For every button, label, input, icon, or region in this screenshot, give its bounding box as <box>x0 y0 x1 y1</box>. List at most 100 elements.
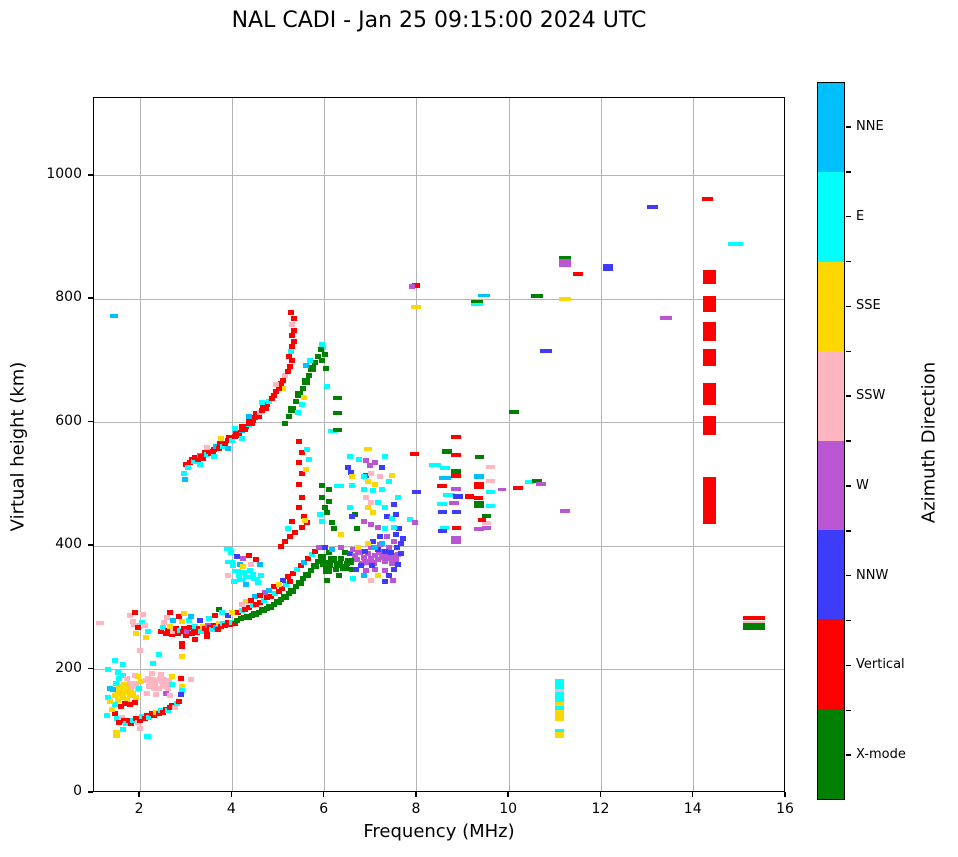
echo-point <box>362 548 369 554</box>
echo-point <box>230 563 237 569</box>
echo-point <box>350 575 357 581</box>
echo-point <box>410 451 420 456</box>
echo-point <box>291 328 298 334</box>
gridline-x-14 <box>693 98 695 791</box>
colorbar-segment-sse <box>818 261 844 352</box>
echo-point <box>400 536 407 542</box>
echo-point <box>161 619 168 625</box>
colorbar-label-w: W <box>856 477 869 493</box>
echo-point <box>411 520 418 526</box>
echo-point <box>168 632 175 638</box>
echo-point <box>237 616 244 622</box>
echo-point <box>178 683 185 689</box>
echo-point <box>268 593 275 599</box>
echo-point <box>333 483 344 488</box>
echo-point <box>107 685 114 691</box>
colorbar-center-tick <box>846 574 851 577</box>
echo-point <box>524 479 535 484</box>
echo-point <box>379 554 386 560</box>
echo-point <box>146 684 153 690</box>
echo-point <box>393 544 400 550</box>
echo-point <box>317 511 324 517</box>
echo-point <box>555 701 565 707</box>
echo-point <box>164 627 171 633</box>
x-tick-label: 4 <box>226 801 236 817</box>
echo-point <box>351 552 358 558</box>
echo-point <box>187 613 194 619</box>
echo-point <box>131 699 138 705</box>
echo-point <box>386 573 393 579</box>
echo-point <box>198 628 205 634</box>
echo-point <box>381 568 388 574</box>
echo-point <box>370 538 377 544</box>
echo-point <box>129 618 136 624</box>
echo-point <box>328 520 335 526</box>
echo-point <box>142 634 149 640</box>
x-tick-label: 8 <box>411 801 421 817</box>
echo-point <box>287 348 294 354</box>
echo-point <box>453 493 464 499</box>
echo-point <box>703 476 717 524</box>
echo-point <box>178 688 185 694</box>
echo-point <box>160 709 167 715</box>
echo-point <box>742 623 765 631</box>
echo-point <box>362 558 371 565</box>
echo-point <box>166 610 173 616</box>
echo-point <box>109 707 116 713</box>
echo-point <box>207 449 216 457</box>
echo-point <box>302 517 309 523</box>
echo-point <box>259 400 266 406</box>
echo-point <box>288 587 297 594</box>
echo-point <box>111 657 118 663</box>
echo-point <box>298 449 305 455</box>
colorbar-segment-nne <box>818 83 844 173</box>
echo-point <box>185 464 192 470</box>
echo-point <box>470 299 483 304</box>
echo-point <box>164 707 171 713</box>
echo-point <box>300 576 307 582</box>
echo-point <box>114 716 121 722</box>
echo-point <box>117 704 124 710</box>
echo-point <box>126 692 133 698</box>
echo-point <box>349 513 356 519</box>
echo-point <box>282 538 289 544</box>
echo-point <box>315 353 322 359</box>
echo-point <box>558 259 571 268</box>
echo-point <box>296 481 303 487</box>
x-tick <box>784 792 786 797</box>
echo-point <box>209 626 216 632</box>
echo-point <box>268 396 275 402</box>
y-tick <box>88 667 93 670</box>
echo-point <box>120 717 127 723</box>
echo-point <box>116 719 123 725</box>
echo-point <box>342 549 349 555</box>
echo-point <box>319 518 326 524</box>
echo-point <box>253 601 260 607</box>
echo-point <box>177 692 184 698</box>
echo-point <box>157 628 164 634</box>
echo-point <box>383 534 390 540</box>
echo-point <box>203 628 210 634</box>
echo-point <box>112 730 120 739</box>
echo-point <box>386 478 393 484</box>
echo-point <box>167 692 174 698</box>
echo-point <box>312 359 319 365</box>
echo-point <box>280 593 289 600</box>
echo-point <box>383 513 390 519</box>
x-tick-label: 14 <box>683 801 702 817</box>
echo-point <box>131 609 138 615</box>
echo-point <box>703 295 717 312</box>
echo-point <box>379 464 386 470</box>
echo-point <box>409 284 416 290</box>
echo-point <box>660 315 673 320</box>
echo-point <box>150 660 157 666</box>
echo-point <box>186 618 193 624</box>
echo-point <box>137 647 144 653</box>
colorbar-segment-e <box>818 172 844 263</box>
echo-point <box>437 502 448 507</box>
echo-point <box>381 559 388 565</box>
echo-point <box>305 555 312 561</box>
echo-point <box>291 530 298 536</box>
echo-point <box>374 557 381 563</box>
colorbar-boundary-tick <box>846 171 851 173</box>
